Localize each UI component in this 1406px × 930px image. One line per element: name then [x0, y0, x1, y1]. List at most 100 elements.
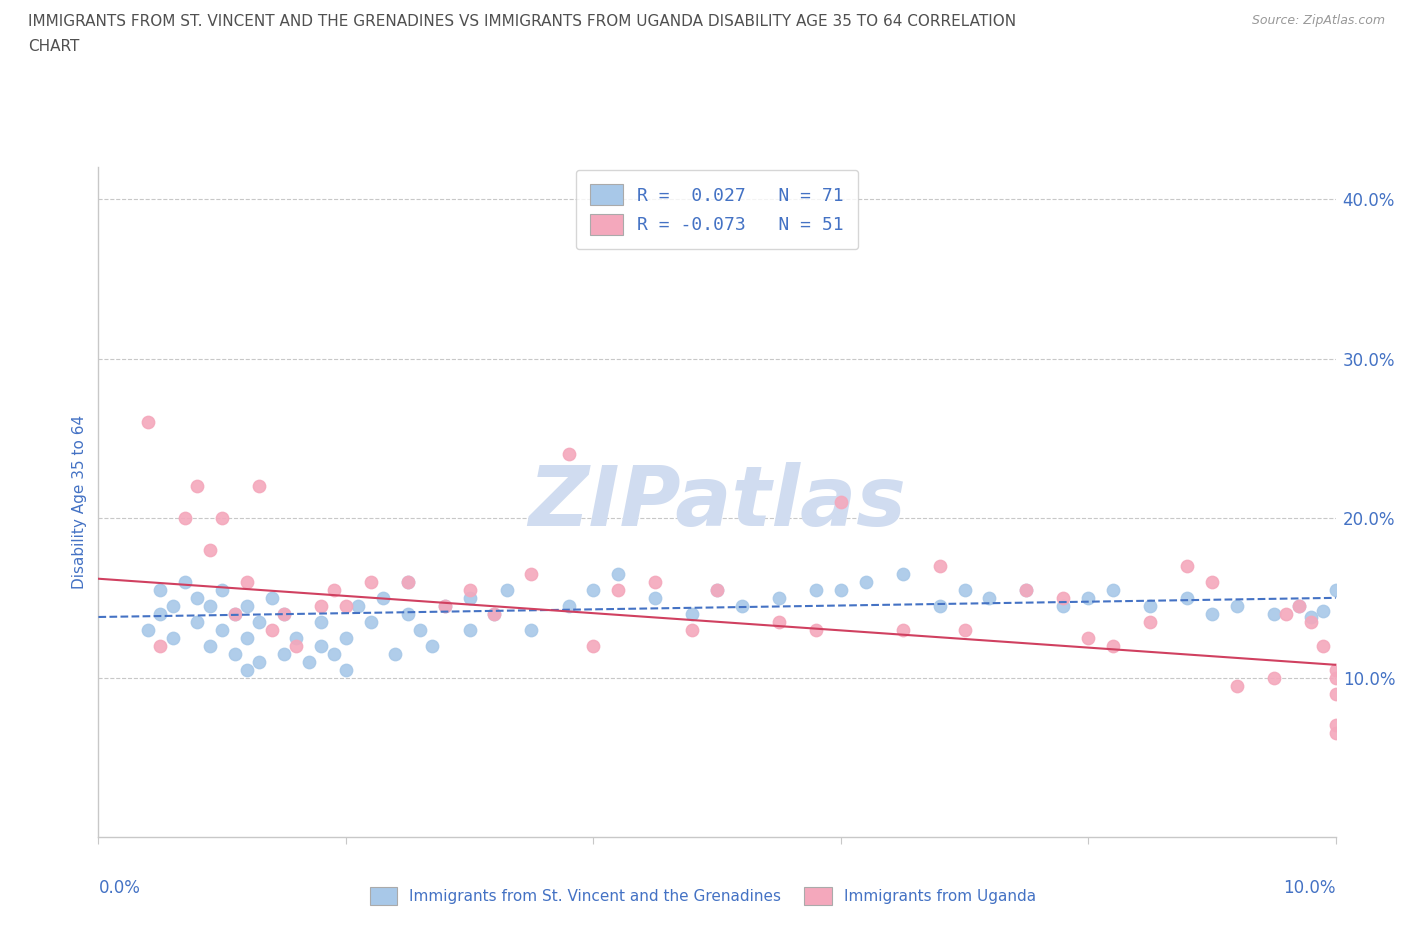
Text: 10.0%: 10.0% [1284, 879, 1336, 897]
Point [1324, 582, 1347, 597]
Point [1288, 598, 1310, 613]
Point [162, 631, 184, 645]
Point [260, 591, 283, 605]
Point [484, 606, 506, 621]
Point [211, 511, 233, 525]
Point [186, 615, 208, 630]
Text: CHART: CHART [28, 39, 80, 54]
Point [953, 622, 976, 637]
Point [979, 591, 1001, 605]
Point [335, 631, 357, 645]
Point [174, 511, 197, 525]
Text: 0.0%: 0.0% [98, 879, 141, 897]
Point [273, 646, 295, 661]
Point [273, 606, 295, 621]
Point [1324, 726, 1347, 741]
Point [1312, 638, 1334, 653]
Point [891, 566, 914, 581]
Point [309, 638, 332, 653]
Point [1102, 638, 1125, 653]
Point [681, 622, 703, 637]
Point [1312, 604, 1334, 618]
Point [1052, 598, 1074, 613]
Point [607, 566, 630, 581]
Point [433, 598, 456, 613]
Point [1102, 582, 1125, 597]
Point [830, 495, 852, 510]
Point [174, 575, 197, 590]
Point [1275, 606, 1298, 621]
Point [149, 606, 172, 621]
Point [1324, 662, 1347, 677]
Point [928, 598, 950, 613]
Point [396, 575, 419, 590]
Point [582, 638, 605, 653]
Point [706, 582, 728, 597]
Point [371, 591, 394, 605]
Point [891, 622, 914, 637]
Point [285, 638, 308, 653]
Point [1175, 591, 1198, 605]
Point [804, 582, 827, 597]
Point [953, 582, 976, 597]
Point [309, 598, 332, 613]
Legend: R =  0.027   N = 71, R = -0.073   N = 51: R = 0.027 N = 71, R = -0.073 N = 51 [576, 170, 858, 249]
Point [855, 575, 877, 590]
Text: ZIPatlas: ZIPatlas [529, 461, 905, 543]
Point [396, 575, 419, 590]
Point [1263, 671, 1285, 685]
Point [458, 582, 481, 597]
Point [149, 582, 172, 597]
Point [1139, 598, 1161, 613]
Point [1226, 678, 1249, 693]
Point [273, 606, 295, 621]
Point [198, 542, 221, 557]
Point [347, 598, 370, 613]
Point [495, 582, 517, 597]
Point [681, 606, 703, 621]
Point [1324, 686, 1347, 701]
Point [1201, 606, 1223, 621]
Text: IMMIGRANTS FROM ST. VINCENT AND THE GRENADINES VS IMMIGRANTS FROM UGANDA DISABIL: IMMIGRANTS FROM ST. VINCENT AND THE GREN… [28, 14, 1017, 29]
Point [520, 566, 543, 581]
Point [298, 654, 321, 669]
Point [706, 582, 728, 597]
Point [458, 591, 481, 605]
Point [136, 415, 159, 430]
Point [1324, 671, 1347, 685]
Point [335, 598, 357, 613]
Point [247, 615, 270, 630]
Point [1052, 591, 1074, 605]
Point [644, 575, 666, 590]
Point [1226, 598, 1249, 613]
Point [360, 575, 382, 590]
Point [731, 598, 754, 613]
Point [224, 606, 246, 621]
Point [360, 615, 382, 630]
Point [644, 591, 666, 605]
Point [322, 582, 344, 597]
Point [1139, 615, 1161, 630]
Point [198, 638, 221, 653]
Point [236, 575, 259, 590]
Point [309, 615, 332, 630]
Point [1288, 598, 1310, 613]
Point [1299, 609, 1322, 624]
Point [1175, 559, 1198, 574]
Point [247, 479, 270, 494]
Point [236, 598, 259, 613]
Point [396, 606, 419, 621]
Point [198, 598, 221, 613]
Point [1077, 591, 1099, 605]
Point [335, 662, 357, 677]
Point [260, 622, 283, 637]
Text: Source: ZipAtlas.com: Source: ZipAtlas.com [1251, 14, 1385, 27]
Point [384, 646, 406, 661]
Point [830, 582, 852, 597]
Point [520, 622, 543, 637]
Point [186, 479, 208, 494]
Y-axis label: Disability Age 35 to 64: Disability Age 35 to 64 [72, 415, 87, 590]
Point [409, 622, 432, 637]
Point [224, 646, 246, 661]
Point [211, 582, 233, 597]
